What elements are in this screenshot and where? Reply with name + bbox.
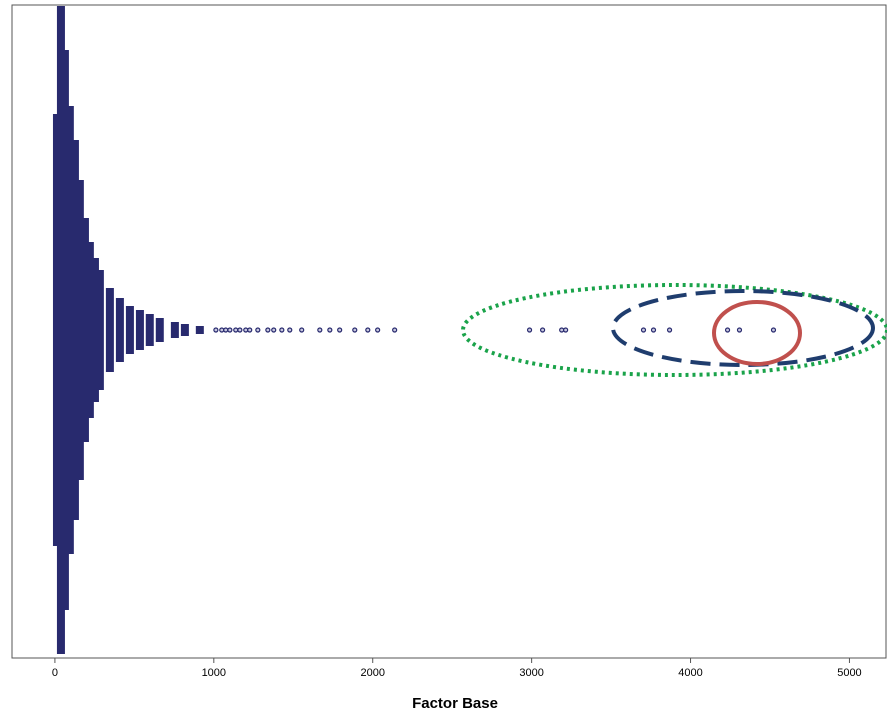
dot — [327, 327, 333, 333]
dot — [666, 327, 673, 333]
dot — [247, 327, 253, 333]
dot — [526, 327, 533, 333]
dot — [650, 327, 657, 333]
highlight-circle-red — [712, 300, 802, 366]
dot — [227, 327, 233, 333]
x-tick-label: 2000 — [360, 667, 384, 679]
dot — [724, 327, 731, 333]
dot-stack — [60, 50, 69, 610]
dot-stack — [115, 298, 124, 362]
dot — [233, 327, 239, 333]
x-tick-label: 5000 — [837, 667, 861, 679]
dot-stack — [95, 270, 104, 390]
dot-stack — [195, 326, 204, 334]
dot — [337, 327, 343, 333]
dot — [223, 327, 229, 333]
x-tick-label: 4000 — [678, 667, 702, 679]
dot-stack — [155, 318, 164, 342]
dot — [213, 327, 219, 333]
dot-stack — [80, 218, 89, 442]
dot-stack — [70, 140, 79, 520]
x-tick-label: 3000 — [519, 667, 543, 679]
dot — [265, 327, 271, 333]
dot — [271, 327, 277, 333]
dot — [539, 327, 546, 333]
dot — [365, 327, 371, 333]
dot — [736, 327, 743, 333]
highlight-ellipse-blue — [611, 289, 875, 367]
dot-stack — [145, 314, 154, 346]
x-tick-label: 0 — [52, 667, 58, 679]
dot — [237, 327, 243, 333]
dot-stack — [90, 258, 99, 402]
dot-stack — [125, 306, 134, 354]
dot — [392, 327, 398, 333]
dot — [352, 327, 358, 333]
marks — [52, 6, 777, 654]
dot-stack — [65, 106, 74, 554]
dot-stack — [105, 288, 114, 372]
dot — [287, 327, 293, 333]
dot — [279, 327, 285, 333]
x-axis-title: Factor Base — [412, 695, 498, 712]
dot — [770, 327, 777, 333]
dot-stack — [85, 242, 94, 418]
dot — [299, 327, 305, 333]
x-tick-label: 1000 — [202, 667, 226, 679]
dot-stack — [75, 180, 84, 480]
dot — [255, 327, 261, 333]
dot — [563, 327, 569, 333]
dot-stack — [135, 310, 144, 350]
dot — [640, 327, 647, 333]
dot-stack — [180, 324, 189, 336]
dot — [317, 327, 323, 333]
dot — [375, 327, 381, 333]
dot-stack — [170, 322, 179, 338]
